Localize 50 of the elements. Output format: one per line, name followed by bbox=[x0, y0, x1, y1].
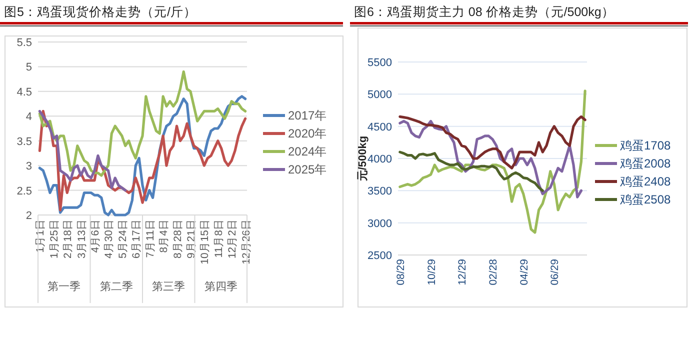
x-tick-label: 06/29 bbox=[549, 258, 562, 286]
x-tick-label: 4月6日 bbox=[90, 219, 102, 253]
y-tick-label: 5.5 bbox=[16, 37, 32, 49]
x-tick-label: 04/29 bbox=[518, 258, 530, 286]
y-tick-label: 5500 bbox=[368, 57, 392, 69]
x-tick-label: 9月21日 bbox=[185, 219, 198, 259]
x-tick-label: 4月30日 bbox=[103, 219, 116, 259]
x-tick-label: 1月25日 bbox=[48, 219, 60, 259]
text: 第四季 bbox=[204, 280, 238, 293]
y-tick-label: 3 bbox=[26, 160, 32, 173]
x-tick-label: 5月24日 bbox=[116, 219, 129, 259]
x-tick-label: 10月15日 bbox=[199, 219, 212, 264]
y-tick-label: 4000 bbox=[368, 154, 392, 166]
y-tick-label: 5 bbox=[26, 62, 32, 74]
legend-label: 鸡蛋1708 bbox=[619, 138, 672, 152]
chart-title: 图6：鸡蛋期货主力 08 价格走势（元/500kg） bbox=[354, 4, 614, 19]
x-tick-label: 2月18日 bbox=[62, 219, 74, 259]
legend-label: 2017年 bbox=[288, 108, 327, 122]
x-tick-label: 10/29 bbox=[426, 258, 438, 286]
x-tick-label: 08/29 bbox=[394, 258, 407, 286]
y-axis-title: 元/500kg bbox=[357, 136, 369, 182]
y-tick-label: 3.5 bbox=[16, 136, 32, 148]
x-tick-label: 6月17日 bbox=[130, 219, 143, 259]
y-tick-label: 4 bbox=[26, 111, 32, 124]
legend-label: 2020年 bbox=[288, 126, 327, 140]
x-tick-label: 8月28日 bbox=[172, 219, 184, 259]
x-tick-label: 7月11日 bbox=[144, 219, 156, 258]
y-tick-label: 4.5 bbox=[16, 86, 32, 98]
x-tick-label: 3月13日 bbox=[76, 219, 88, 259]
chart-title: 图5：鸡蛋现货价格走势（元/斤） bbox=[4, 5, 196, 19]
y-tick-label: 3500 bbox=[368, 186, 392, 198]
legend-label: 2025年 bbox=[288, 162, 327, 176]
x-tick-label: 02/28 bbox=[488, 258, 500, 286]
x-tick-label: 8月4日 bbox=[158, 219, 170, 253]
legend-label: 鸡蛋2508 bbox=[619, 192, 672, 206]
y-tick-label: 4500 bbox=[368, 121, 392, 134]
text: 第一季 bbox=[48, 280, 81, 293]
y-tick-label: 3000 bbox=[368, 218, 392, 230]
text: 第二季 bbox=[100, 280, 133, 293]
y-tick-label: 2.5 bbox=[16, 185, 32, 198]
legend-label: 2024年 bbox=[288, 144, 327, 158]
legend-label: 鸡蛋2408 bbox=[619, 174, 672, 188]
y-tick-label: 5000 bbox=[368, 89, 392, 102]
x-tick-label: 12/29 bbox=[456, 258, 469, 286]
y-tick-label: 2500 bbox=[368, 250, 392, 262]
x-tick-label: 12月2日 bbox=[226, 219, 239, 259]
y-tick-label: 2 bbox=[26, 210, 32, 222]
text: 第三季 bbox=[152, 280, 186, 293]
x-tick-label: 11月8日 bbox=[212, 219, 225, 258]
legend-label: 鸡蛋2008 bbox=[619, 156, 672, 170]
